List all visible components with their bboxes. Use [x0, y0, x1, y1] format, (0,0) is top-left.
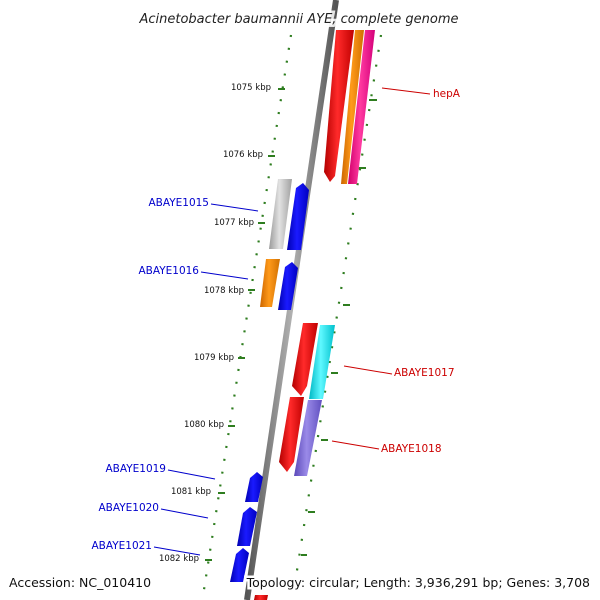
ruler-tick: 1079 kbp: [194, 353, 245, 363]
tick-label: 1075 kbp: [231, 83, 271, 93]
gene-label-group[interactable]: ABAYE1018: [331, 440, 442, 455]
gene-label-abaye1020[interactable]: ABAYE1020: [98, 502, 159, 514]
gene-label-abaye1017[interactable]: ABAYE1017: [394, 367, 455, 379]
ruler: 1075 kbp 1076 kbp 1077 kbp 1078 kbp 1079…: [159, 83, 285, 564]
forward-gene-arrow-partial: [254, 595, 268, 600]
tick-label: 1082 kbp: [159, 554, 199, 564]
tick-label: 1077 kbp: [214, 218, 254, 228]
reverse-gene-arrow-abaye1019: [245, 472, 263, 502]
ruler-tick: 1081 kbp: [171, 487, 225, 497]
tick-label: 1081 kbp: [171, 487, 211, 497]
reverse-gene-arrow-abaye1020: [237, 507, 257, 546]
gene-label-hepa[interactable]: hepA: [433, 88, 461, 100]
gene-label-group[interactable]: ABAYE1020: [98, 502, 209, 519]
cds-gray-bar: [269, 179, 292, 249]
forward-gene-arrow-abaye1018: [279, 397, 304, 472]
reverse-gene-arrow-abaye1021: [230, 548, 249, 582]
gene-label-abaye1019[interactable]: ABAYE1019: [105, 463, 166, 475]
map-title: Acinetobacter baumannii AYE, complete ge…: [138, 12, 458, 27]
ruler-tick: 1076 kbp: [223, 150, 275, 160]
ruler-tick: 1077 kbp: [214, 218, 265, 228]
ruler-tick: 1075 kbp: [231, 83, 285, 93]
gene-label-group[interactable]: ABAYE1019: [105, 463, 216, 480]
tick-label: 1080 kbp: [184, 420, 224, 430]
cds-orange-bar-2: [260, 259, 280, 307]
gene-label-group[interactable]: ABAYE1021: [91, 540, 201, 556]
accession-text: Accession: NC_010410: [9, 575, 151, 590]
gene-label-group[interactable]: ABAYE1017: [343, 365, 455, 379]
cds-cyan-bar: [309, 325, 335, 399]
outer-tick-marks: [301, 99, 377, 556]
genome-summary-text: Topology: circular; Length: 3,936,291 bp…: [246, 575, 590, 590]
gene-label-group[interactable]: ABAYE1016: [138, 265, 249, 280]
tick-label: 1076 kbp: [223, 150, 263, 160]
tick-label: 1079 kbp: [194, 353, 234, 363]
gene-label-group[interactable]: ABAYE1015: [148, 197, 259, 212]
gene-label-abaye1015[interactable]: ABAYE1015: [148, 197, 209, 209]
gene-label-group[interactable]: hepA: [381, 87, 461, 100]
cds-pink-bar: [348, 30, 375, 184]
gene-label-abaye1018[interactable]: ABAYE1018: [381, 443, 442, 455]
cds-orange-bar: [341, 30, 364, 184]
reverse-gene-arrow-abaye1016: [278, 262, 298, 310]
forward-gene-arrow-abaye1017: [292, 323, 318, 396]
ruler-tick: 1078 kbp: [204, 286, 255, 296]
gene-label-abaye1021[interactable]: ABAYE1021: [91, 540, 152, 552]
gene-label-abaye1016[interactable]: ABAYE1016: [138, 265, 199, 277]
cds-purple-bar: [294, 400, 322, 476]
ruler-tick: 1082 kbp: [159, 554, 212, 564]
forward-gene-arrow: [324, 30, 354, 182]
reverse-gene-arrow-abaye1015: [287, 183, 309, 250]
tick-label: 1078 kbp: [204, 286, 244, 296]
ruler-tick: 1080 kbp: [184, 420, 235, 430]
